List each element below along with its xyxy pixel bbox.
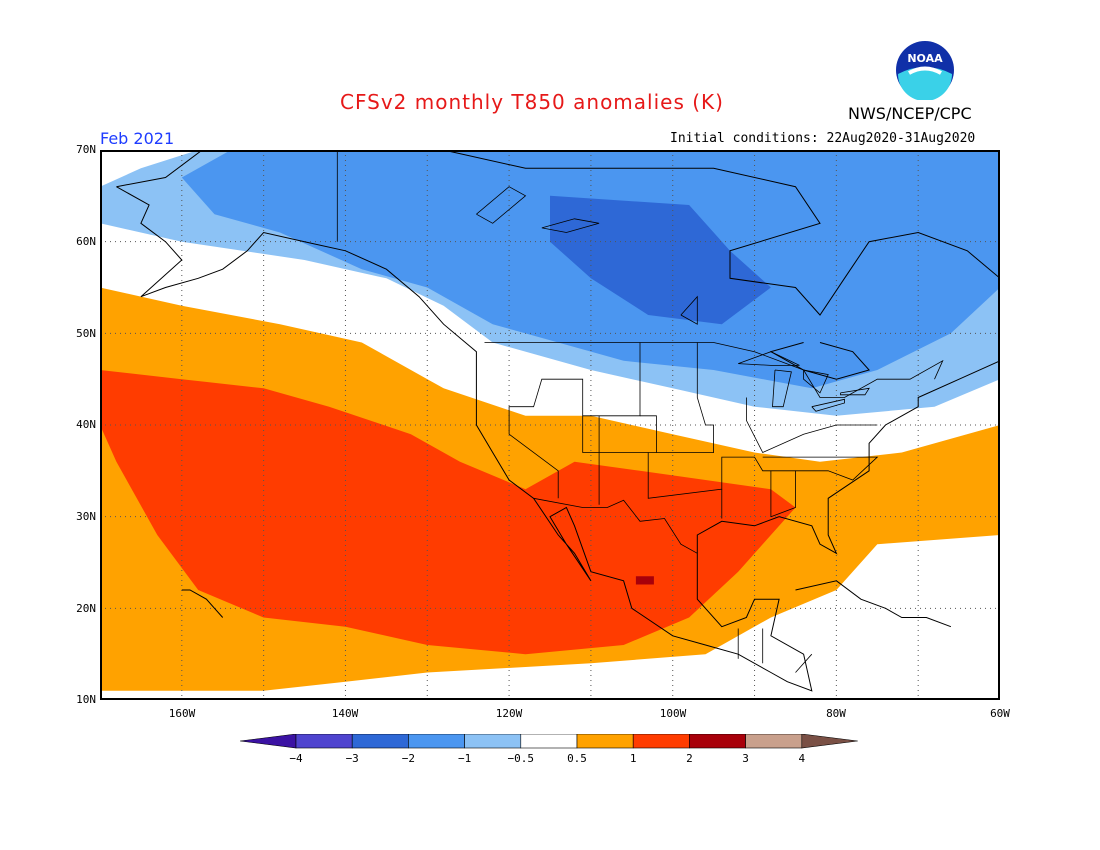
- coastline: [795, 580, 952, 628]
- lake-outline: [803, 369, 829, 394]
- colorbar-high-arrow: [801, 734, 858, 749]
- coastline: [116, 150, 1000, 692]
- lat-label-70n: 70N: [76, 143, 96, 156]
- political-border: [533, 497, 698, 554]
- political-border: [647, 452, 796, 518]
- lake-outline: [680, 295, 698, 325]
- colorbar-segment: [632, 734, 690, 749]
- colorbar-tick-label: 0.5: [567, 752, 587, 765]
- noaa-logo: NOAA: [896, 41, 954, 100]
- colorbar-tick-label: 4: [798, 752, 806, 765]
- lat-label-40n: 40N: [76, 418, 96, 431]
- lake-outline: [840, 387, 870, 396]
- chart-title: CFSv2 monthly T850 anomalies (K): [340, 90, 724, 114]
- colorbar-segment: [689, 734, 746, 749]
- colorbar-tick-label: 3: [742, 752, 749, 765]
- political-border: [484, 342, 944, 398]
- colorbar-low-arrow: [240, 734, 297, 749]
- colorbar-tick-label: 1: [629, 752, 637, 765]
- political-border: [762, 456, 879, 481]
- colorbar-tick-label: −2: [401, 752, 416, 765]
- colorbar-tick-label: −1: [457, 752, 472, 765]
- organization-label: NWS/NCEP/CPC: [848, 104, 972, 123]
- lake-outline: [541, 218, 600, 233]
- forecast-period-label: Feb 2021: [100, 129, 175, 148]
- lat-label-20n: 20N: [76, 602, 96, 615]
- lon-label-160w: 160W: [168, 707, 196, 720]
- lake-outline: [476, 186, 527, 224]
- lon-label-80w: 80W: [826, 707, 846, 720]
- lat-label-50n: 50N: [76, 327, 96, 340]
- lat-label-30n: 30N: [76, 510, 96, 523]
- colorbar-segment: [351, 734, 409, 749]
- lon-label-100w: 100W: [659, 707, 687, 720]
- political-border: [508, 342, 641, 499]
- political-border: [795, 653, 813, 673]
- lat-label-10n: 10N: [76, 693, 96, 706]
- colorbar-tick-label: −4: [289, 752, 303, 765]
- anomaly-region-p3-5: [635, 576, 654, 585]
- colorbar-segment: [745, 734, 803, 749]
- lake-outline: [772, 369, 792, 408]
- colorbar-segment: [464, 734, 522, 749]
- colorbar-segment: [520, 734, 578, 749]
- lon-label-120w: 120W: [495, 707, 523, 720]
- anomaly-region-n3-2: [550, 195, 771, 325]
- colorbar-segment: [408, 734, 465, 749]
- colorbar-segment: [295, 734, 353, 749]
- colorbar-tick-label: 2: [686, 752, 693, 765]
- colorbar: [240, 734, 858, 749]
- political-border: [656, 342, 714, 453]
- noaa-logo-text: NOAA: [907, 52, 943, 65]
- colorbar-tick-label: −0.5: [507, 752, 535, 765]
- boundary-layer: [116, 150, 1000, 692]
- lat-label-60n: 60N: [76, 235, 96, 248]
- initial-conditions-label: Initial conditions: 22Aug2020-31Aug2020: [670, 131, 976, 146]
- map-frame: [100, 150, 1000, 700]
- lon-label-140w: 140W: [331, 707, 359, 720]
- anomaly-map: [100, 150, 1000, 700]
- colorbar-tick-label: −3: [345, 752, 359, 765]
- lon-label-60w: 60W: [990, 707, 1010, 720]
- anomaly-fill-layer: [100, 150, 1000, 691]
- lake-outline: [811, 398, 845, 412]
- political-border: [746, 397, 878, 454]
- coastline: [181, 589, 224, 618]
- lake-outline: [738, 351, 800, 366]
- anomaly-region-p2-4: [100, 370, 796, 655]
- colorbar-segment: [576, 734, 634, 749]
